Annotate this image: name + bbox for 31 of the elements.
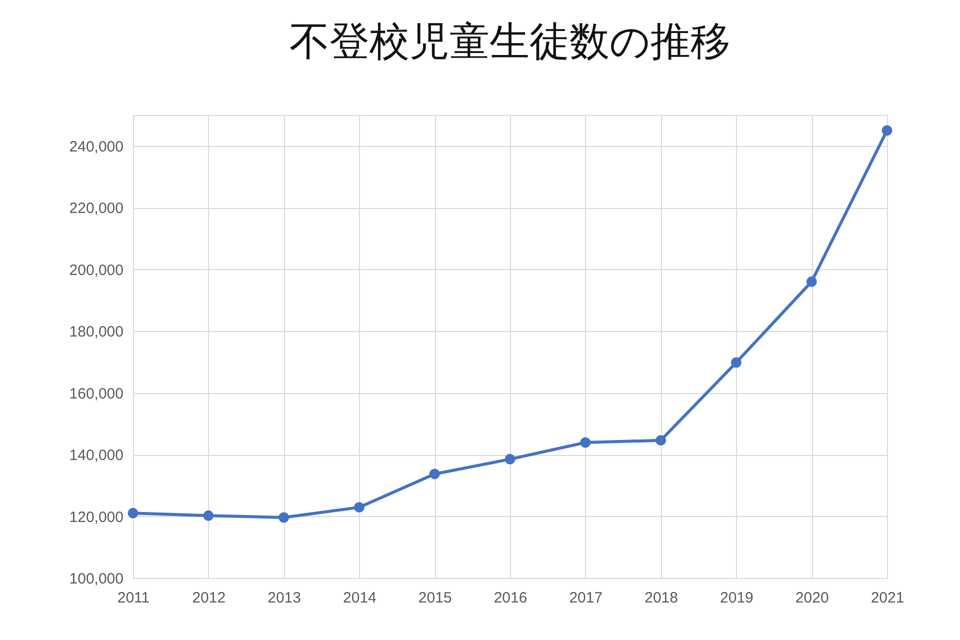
point — [128, 508, 138, 518]
point — [354, 502, 364, 513]
x-tick-label: 2016 — [494, 590, 528, 606]
point — [882, 125, 892, 136]
y-tick-label: 220,000 — [69, 200, 124, 218]
y-tick-label: 120,000 — [69, 508, 124, 526]
point — [429, 468, 440, 480]
point — [278, 512, 290, 523]
y-tick-label: 160,000 — [69, 385, 124, 402]
point — [806, 276, 817, 287]
chart-title: 不登校児童生徒数の推移 — [290, 19, 730, 65]
point — [580, 437, 591, 448]
point — [730, 357, 742, 368]
x-tick-label: 2018 — [644, 590, 678, 606]
x-tick-label: 2020 — [795, 590, 829, 606]
y-tick-label: 200,000 — [69, 262, 124, 279]
y-tick-label: 100,000 — [69, 570, 124, 588]
x-tick-label: 2017 — [569, 590, 603, 606]
x-tick-label: 2019 — [720, 590, 754, 606]
y-tick-label: 140,000 — [69, 447, 124, 464]
point — [504, 454, 516, 464]
x-tick-label: 2013 — [268, 590, 301, 606]
x-tick-label: 2011 — [117, 590, 150, 606]
point — [203, 510, 214, 521]
x-tick-label: 2021 — [870, 590, 904, 606]
y-tick-label: 180,000 — [69, 324, 124, 341]
point — [656, 435, 666, 446]
x-tick-label: 2012 — [192, 590, 226, 606]
x-tick-label: 2015 — [418, 590, 452, 606]
y-tick-label: 240,000 — [69, 138, 124, 156]
x-tick-label: 2014 — [343, 590, 376, 606]
